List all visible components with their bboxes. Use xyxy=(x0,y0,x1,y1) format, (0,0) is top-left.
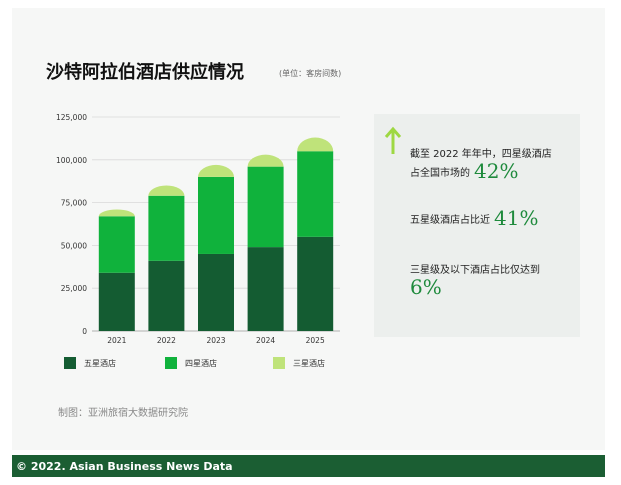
legend-label: 四星酒店 xyxy=(185,358,217,368)
x-tick-label: 2021 xyxy=(107,336,126,345)
y-tick-label: 25,000 xyxy=(61,284,87,293)
bar-segment-1 xyxy=(297,236,334,331)
y-tick-label: 50,000 xyxy=(61,241,87,250)
legend-label: 五星酒店 xyxy=(84,358,116,368)
bar-segment-2 xyxy=(297,151,334,237)
legend-swatch xyxy=(165,357,177,369)
stat-text: 截至 2022 年年中，四星级酒店 xyxy=(410,149,552,160)
legend-swatch xyxy=(64,357,76,369)
bar-segment-3 xyxy=(198,164,234,177)
bar-segment-3 xyxy=(98,209,135,217)
stat-value: 6% xyxy=(410,275,442,299)
y-tick-label: 125,000 xyxy=(56,113,87,122)
stats-panel xyxy=(374,114,580,337)
bar-segment-2 xyxy=(148,195,185,261)
bar-segment-1 xyxy=(198,253,234,331)
bar-segment-3 xyxy=(148,185,185,196)
footer-copyright: © 2022. Asian Business News Data xyxy=(12,455,605,477)
arrow-up-icon xyxy=(384,126,402,154)
unit-note: (单位：客房间数) xyxy=(279,69,342,78)
legend-label: 三星酒店 xyxy=(293,358,325,368)
bar-segment-3 xyxy=(247,154,284,167)
legend-item-five-star: 五星酒店 xyxy=(64,355,116,371)
stat-value: 41% xyxy=(494,206,539,230)
y-tick-label: 0 xyxy=(82,327,87,336)
bar-segment-2 xyxy=(198,176,234,254)
bar-segment-2 xyxy=(247,166,284,248)
x-tick-label: 2023 xyxy=(206,336,225,345)
y-tick-label: 100,000 xyxy=(56,156,87,165)
stat-text: 三星级及以下酒店占比仅达到 xyxy=(410,265,540,276)
legend-swatch xyxy=(273,357,285,369)
source-note: 制图：亚洲旅宿大数据研究院 xyxy=(58,408,188,419)
x-tick-label: 2022 xyxy=(157,336,176,345)
legend-item-three-star: 三星酒店 xyxy=(273,355,325,371)
legend-item-four-star: 四星酒店 xyxy=(165,355,217,371)
bar-segment-1 xyxy=(247,247,284,331)
bar-segment-1 xyxy=(98,272,135,331)
stat-three-star: 三星级及以下酒店占比仅达到 6% xyxy=(410,262,540,298)
stat-value: 42% xyxy=(474,159,519,183)
y-tick-label: 75,000 xyxy=(61,199,87,208)
chart-title: 沙特阿拉伯酒店供应情况 xyxy=(46,62,244,83)
bar-segment-2 xyxy=(98,216,135,273)
bar-segment-3 xyxy=(297,137,334,152)
stat-text: 五星级酒店占比近 xyxy=(410,215,490,226)
x-tick-label: 2024 xyxy=(256,336,275,345)
stat-text: 占全国市场的 xyxy=(410,168,470,179)
x-tick-label: 2025 xyxy=(306,336,325,345)
bar-segment-1 xyxy=(148,260,185,331)
stat-five-star: 五星级酒店占比近 41% xyxy=(410,208,538,229)
stat-four-star: 截至 2022 年年中，四星级酒店 占全国市场的 42% xyxy=(410,146,552,182)
